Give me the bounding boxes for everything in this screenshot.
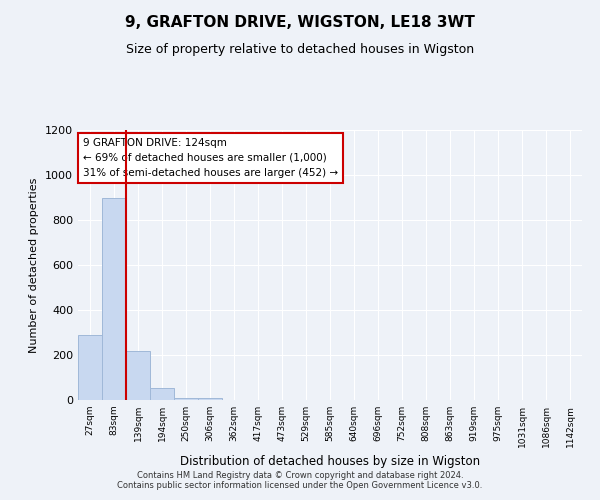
Text: Size of property relative to detached houses in Wigston: Size of property relative to detached ho…: [126, 42, 474, 56]
Bar: [126, 350, 150, 400]
Bar: [150, 388, 174, 400]
Bar: [198, 398, 222, 400]
Text: 9, GRAFTON DRIVE, WIGSTON, LE18 3WT: 9, GRAFTON DRIVE, WIGSTON, LE18 3WT: [125, 15, 475, 30]
Text: Contains HM Land Registry data © Crown copyright and database right 2024.
Contai: Contains HM Land Registry data © Crown c…: [118, 470, 482, 490]
Bar: [102, 198, 126, 400]
Text: 9 GRAFTON DRIVE: 124sqm
← 69% of detached houses are smaller (1,000)
31% of semi: 9 GRAFTON DRIVE: 124sqm ← 69% of detache…: [83, 138, 338, 177]
X-axis label: Distribution of detached houses by size in Wigston: Distribution of detached houses by size …: [180, 456, 480, 468]
Y-axis label: Number of detached properties: Number of detached properties: [29, 178, 40, 352]
Bar: [174, 398, 198, 400]
Bar: [78, 335, 102, 400]
